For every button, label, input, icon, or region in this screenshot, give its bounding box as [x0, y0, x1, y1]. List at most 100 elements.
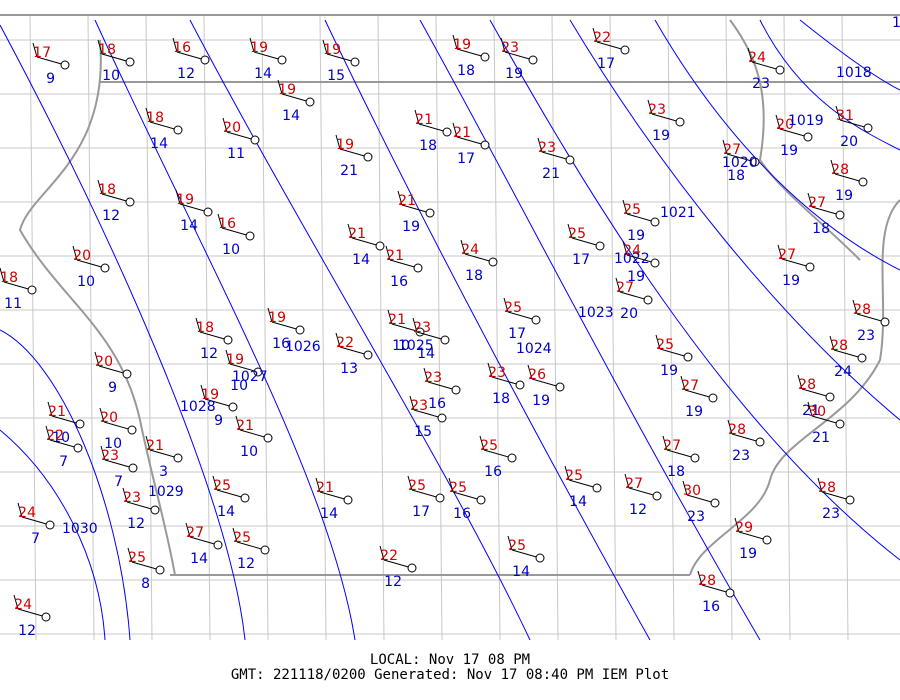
- wind-barb: [722, 139, 728, 155]
- temperature: 28: [818, 480, 836, 496]
- wind-barb: [531, 378, 561, 388]
- temperature: 19: [201, 387, 219, 403]
- wind-barb: [253, 51, 283, 61]
- wind-barb: [47, 401, 53, 417]
- sky-cover: [555, 382, 565, 392]
- wind-barb: [567, 223, 573, 239]
- temperature: 31: [836, 108, 854, 124]
- station: 25 17: [407, 475, 445, 520]
- wind-barb: [775, 114, 781, 130]
- sky-cover: [240, 493, 250, 503]
- dewpoint: 10: [77, 274, 95, 290]
- wind-barb: [807, 192, 813, 208]
- wind-barb: [217, 213, 223, 229]
- wind-barb: [32, 42, 38, 58]
- dewpoint: 12: [102, 208, 120, 224]
- wind-barb: [833, 349, 863, 359]
- temperature: 25: [408, 478, 426, 494]
- dewpoint: 12: [200, 346, 218, 362]
- sky-cover: [41, 612, 51, 622]
- dewpoint: 19: [685, 404, 703, 420]
- temperature: 23: [501, 40, 519, 56]
- wind-barb: [281, 93, 311, 103]
- dewpoint: 18: [727, 168, 745, 184]
- wind-barb: [51, 415, 81, 425]
- dewpoint: 15: [414, 424, 432, 440]
- temperature: 21: [398, 193, 416, 209]
- temperature: 21: [386, 248, 404, 264]
- sky-cover: [173, 125, 183, 135]
- wind-barb: [747, 47, 753, 63]
- temperature: 23: [413, 320, 431, 336]
- station: 25 8: [127, 547, 165, 592]
- wind-barb: [659, 348, 689, 358]
- sky-cover: [488, 257, 498, 267]
- wind-barb: [175, 189, 181, 205]
- dewpoint: 20: [620, 306, 638, 322]
- sky-cover: [565, 155, 575, 165]
- wind-barb: [619, 291, 649, 301]
- sky-cover: [350, 57, 360, 67]
- dewpoint: 17: [572, 252, 590, 268]
- wind-barb: [179, 203, 209, 213]
- sky-cover: [725, 588, 735, 598]
- wind-barb: [626, 213, 656, 223]
- wind-barb: [94, 351, 100, 367]
- dewpoint: 18: [465, 268, 483, 284]
- sky-cover: [825, 392, 835, 402]
- wind-barb: [418, 123, 448, 133]
- wind-barb: [339, 148, 369, 158]
- wind-barb: [409, 395, 415, 411]
- sky-cover: [683, 352, 693, 362]
- wind-barb: [452, 34, 458, 50]
- wind-barb: [21, 516, 51, 526]
- temperature: 19: [323, 42, 341, 58]
- dewpoint: 16: [484, 464, 502, 480]
- wind-barb: [101, 193, 131, 203]
- temperature: 23: [488, 365, 506, 381]
- station: 21 17: [452, 122, 490, 167]
- sky-cover: [213, 540, 223, 550]
- sky-cover: [592, 483, 602, 493]
- wind-barb: [448, 477, 454, 493]
- wind-barb: [131, 561, 161, 571]
- station: 21 3: [145, 435, 183, 480]
- wind-barb: [204, 398, 234, 408]
- dewpoint: 23: [822, 506, 840, 522]
- station: 21 19: [397, 190, 435, 235]
- station: 26 19: [527, 364, 565, 409]
- wind-barb: [507, 535, 513, 551]
- temperature: 21: [388, 312, 406, 328]
- wind-barb: [185, 522, 191, 538]
- station: 30 21: [807, 401, 845, 446]
- wind-barb: [655, 334, 661, 350]
- isobar: [94, 19, 356, 641]
- temperature: 25: [449, 480, 467, 496]
- station: 21 10: [235, 415, 273, 460]
- temperature: 23: [410, 398, 428, 414]
- wind-barb: [189, 536, 219, 546]
- wind-barb: [686, 494, 716, 504]
- temperature: 19: [250, 40, 268, 56]
- wind-barb: [452, 491, 482, 501]
- dewpoint: 10: [230, 378, 248, 394]
- dewpoint: 13: [340, 361, 358, 377]
- wind-barb: [751, 61, 781, 71]
- wind-barb: [541, 151, 571, 161]
- station: 25 14: [564, 465, 602, 510]
- temperature: 19: [268, 310, 286, 326]
- temperature: 23: [123, 490, 141, 506]
- wind-barb: [389, 259, 419, 269]
- dewpoint: 7: [114, 474, 123, 490]
- sky-cover: [122, 369, 132, 379]
- wind-barb: [777, 244, 783, 260]
- dewpoint: 18: [667, 464, 685, 480]
- temperature: 25: [656, 337, 674, 353]
- wind-barb: [383, 559, 413, 569]
- wind-barb: [460, 239, 466, 255]
- temperature: 28: [853, 302, 871, 318]
- temperature: 21: [348, 226, 366, 242]
